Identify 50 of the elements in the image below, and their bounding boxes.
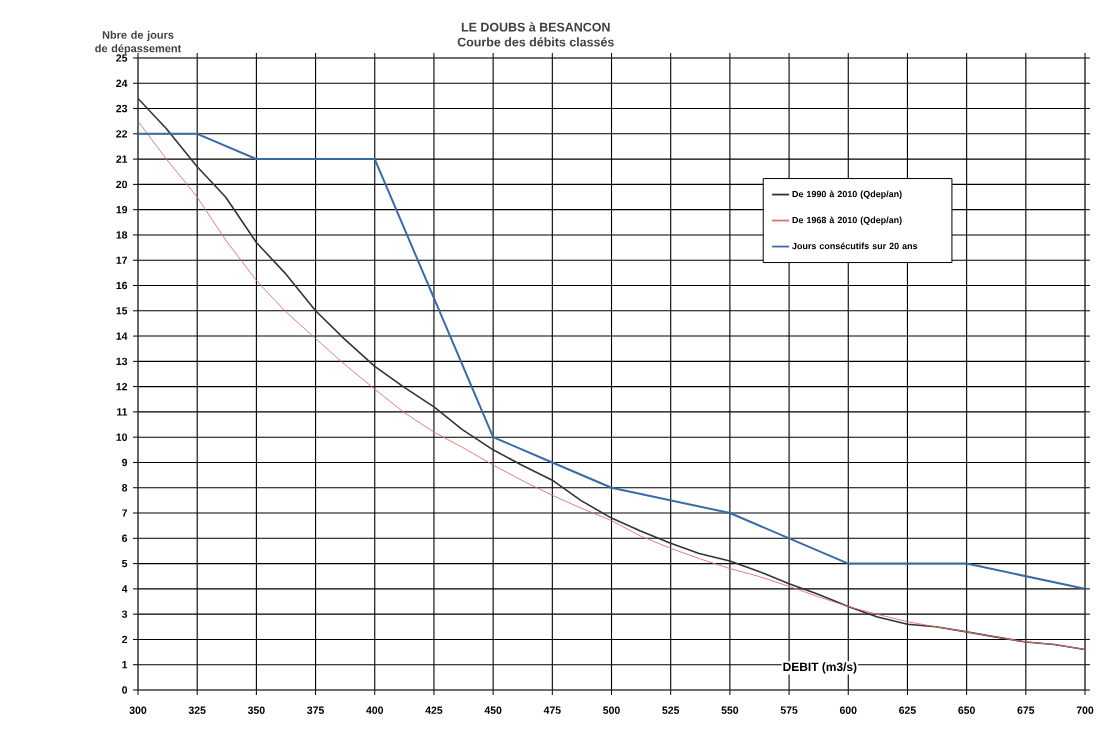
y-tick-label: 19 xyxy=(116,205,128,214)
y-tick-label: 20 xyxy=(116,180,128,189)
y-tick-label: 6 xyxy=(122,534,128,543)
x-tick-label: 425 xyxy=(425,706,443,714)
chart-subtitle: Courbe des débits classés xyxy=(457,37,614,47)
x-tick-label: 550 xyxy=(721,706,739,714)
y-tick-label: 2 xyxy=(122,635,128,644)
y-tick-label: 13 xyxy=(116,357,128,366)
x-tick-label: 300 xyxy=(129,706,147,714)
x-tick-label: 700 xyxy=(1076,706,1094,714)
y-tick-label: 10 xyxy=(116,433,128,441)
y-tick-label: 15 xyxy=(116,307,128,315)
y-tick-label: 7 xyxy=(122,509,128,517)
x-tick-label: 650 xyxy=(958,706,975,714)
x-tick-label: 500 xyxy=(603,706,620,714)
x-tick-label: 625 xyxy=(899,706,916,714)
y-tick-label: 14 xyxy=(116,332,128,340)
x-tick-label: 600 xyxy=(839,706,857,714)
legend-label: Jours consécutifs sur 20 ans xyxy=(792,242,918,250)
y-tick-label: 3 xyxy=(121,610,128,618)
y-tick-label: 4 xyxy=(121,585,128,593)
y-tick-label: 1 xyxy=(122,661,128,669)
x-tick-label: 400 xyxy=(366,706,384,714)
chart-title: LE DOUBS à BESANCON xyxy=(461,22,610,32)
x-tick-label: 525 xyxy=(662,706,680,714)
y-tick-label: 23 xyxy=(116,104,128,113)
x-tick-label: 675 xyxy=(1017,706,1035,714)
y-axis-title: Nbre de jours de dépassement xyxy=(95,30,182,55)
legend-label: De 1990 à 2010 (Qdep/an) xyxy=(792,190,902,199)
x-axis-title: DEBIT (m3/s) xyxy=(783,662,857,674)
y-tick-label: 0 xyxy=(122,686,128,694)
y-tick-label: 22 xyxy=(116,130,128,138)
x-tick-label: 475 xyxy=(543,706,561,714)
y-tick-label: 16 xyxy=(116,281,128,290)
y-tick-label: 8 xyxy=(122,484,128,492)
y-tick-label: 9 xyxy=(122,458,128,467)
x-tick-label: 450 xyxy=(484,706,502,714)
y-tick-label: 25 xyxy=(116,54,128,62)
y-tick-label: 5 xyxy=(122,559,128,568)
y-tick-label: 21 xyxy=(116,155,128,163)
y-tick-label: 18 xyxy=(116,231,128,239)
y-tick-label: 11 xyxy=(117,408,128,416)
x-tick-label: 375 xyxy=(307,706,324,714)
x-tick-label: 325 xyxy=(188,706,206,714)
y-tick-label: 17 xyxy=(116,256,128,264)
y-tick-label: 24 xyxy=(116,79,128,87)
y-tick-label: 12 xyxy=(116,382,128,391)
x-tick-label: 350 xyxy=(247,706,265,714)
legend-label: De 1968 à 2010 (Qdep/an) xyxy=(792,216,902,225)
x-tick-label: 575 xyxy=(780,706,798,714)
